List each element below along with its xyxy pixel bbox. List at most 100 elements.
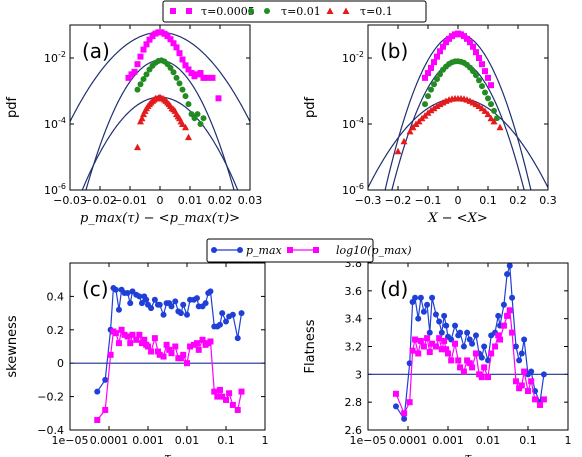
data-point <box>229 311 236 318</box>
data-point <box>428 86 434 93</box>
y-axis-label: skewness <box>5 315 20 377</box>
data-point <box>488 101 494 108</box>
data-point <box>429 294 436 301</box>
data-point <box>112 330 119 337</box>
data-point <box>182 93 189 100</box>
data-point <box>479 61 485 68</box>
data-point <box>138 300 145 307</box>
data-point <box>406 399 413 406</box>
data-point <box>494 115 500 122</box>
legend-label: τ=0.1 <box>360 5 393 18</box>
data-point <box>134 86 141 93</box>
data-point <box>488 350 495 357</box>
data-point <box>194 111 201 118</box>
data-point <box>438 329 445 336</box>
data-point <box>432 311 439 318</box>
data-point <box>455 357 462 364</box>
data-point <box>118 326 125 333</box>
legend-marker <box>326 7 334 14</box>
data-point <box>482 68 488 75</box>
data-point <box>469 364 476 371</box>
data-point <box>136 293 143 300</box>
y-tick-label: 10-2 <box>44 50 66 65</box>
x-tick-label: 0.03 <box>238 194 263 207</box>
data-point <box>500 322 507 329</box>
data-point <box>491 107 497 114</box>
legend-label: log10(p_max) <box>336 244 412 257</box>
data-point <box>472 332 479 339</box>
x-tick-label: −0.02 <box>83 194 117 207</box>
data-point <box>394 147 402 155</box>
data-point <box>193 340 200 347</box>
data-point <box>420 308 427 315</box>
data-point <box>129 331 136 338</box>
data-point <box>138 340 145 347</box>
data-point <box>177 355 184 362</box>
data-point <box>427 106 435 114</box>
data-point <box>496 123 504 131</box>
data-point <box>188 70 195 77</box>
data-point <box>426 349 433 356</box>
data-point <box>420 343 427 350</box>
data-point <box>156 301 163 308</box>
panel-label: (a) <box>82 39 110 63</box>
x-tick-label: 0.1 <box>479 194 497 207</box>
x-tick-label: 1 <box>262 434 269 447</box>
data-point <box>443 346 450 353</box>
y-tick-label: −0.4 <box>37 424 64 437</box>
data-point <box>164 33 171 40</box>
data-point <box>448 357 455 364</box>
series-square <box>422 30 494 89</box>
legend-label: τ=0.01 <box>281 5 321 18</box>
data-point <box>94 416 101 423</box>
data-point <box>409 347 416 354</box>
data-point <box>124 333 131 340</box>
data-point <box>207 338 214 345</box>
data-point <box>200 115 207 122</box>
data-point <box>424 335 431 342</box>
x-axis-label: τ <box>164 451 172 457</box>
x-axis-label: τ <box>464 451 472 457</box>
data-point <box>415 315 422 322</box>
data-point <box>473 49 479 56</box>
data-point <box>476 77 482 84</box>
data-point <box>151 335 158 342</box>
data-point <box>537 401 544 408</box>
x-tick-label: 0.1 <box>519 434 537 447</box>
data-point <box>167 36 174 43</box>
x-tick-label: 1 <box>565 434 572 447</box>
data-point <box>137 81 144 88</box>
data-point <box>436 335 443 342</box>
data-point <box>223 396 229 403</box>
legend-label: τ=0.0005 <box>201 5 255 18</box>
legend-top: τ=0.0005 τ=0.01 τ=0.1 <box>162 0 427 23</box>
data-point <box>163 341 170 348</box>
data-point <box>478 104 486 112</box>
data-point <box>509 329 516 336</box>
x-tick-label: −0.03 <box>53 194 87 207</box>
x-tick-label: 1e−05 <box>52 434 89 447</box>
data-point <box>417 337 424 344</box>
x-tick-label: 0.01 <box>178 194 203 207</box>
data-point <box>115 306 122 313</box>
data-point <box>94 388 101 395</box>
x-axis-label: p_max(τ) − <p_max(τ)> <box>80 211 240 226</box>
data-point <box>481 107 489 114</box>
series-triangle <box>394 94 504 155</box>
x-tick-label: 0.01 <box>476 434 501 447</box>
data-point <box>431 81 437 88</box>
data-point <box>143 296 150 303</box>
series-circle <box>422 58 500 122</box>
data-point <box>134 143 141 151</box>
data-point <box>127 340 134 347</box>
data-point <box>443 39 449 46</box>
legend-marker <box>248 8 254 14</box>
data-point <box>457 329 464 336</box>
data-point <box>188 111 195 118</box>
series-circle <box>94 285 245 395</box>
data-point <box>136 331 143 338</box>
data-point <box>172 298 179 305</box>
data-point <box>229 401 236 408</box>
data-point <box>425 70 431 77</box>
